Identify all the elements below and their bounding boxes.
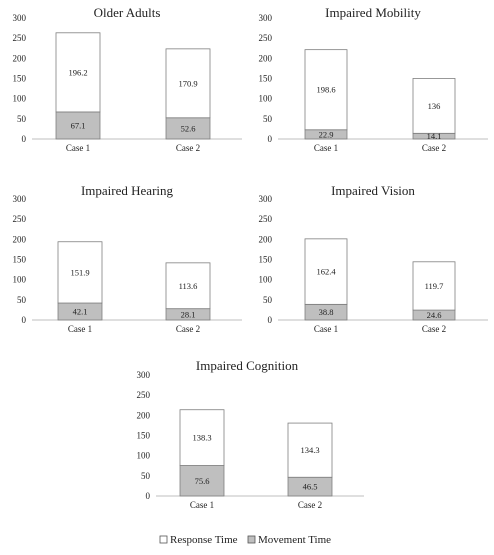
data-label-movement: 38.8 — [319, 307, 334, 317]
y-tick-label: 0 — [22, 134, 27, 144]
y-tick-label: 100 — [137, 451, 151, 461]
bar-response-time — [304, 238, 348, 305]
bar-response-time — [165, 262, 211, 310]
data-label-response: 134.3 — [300, 445, 319, 455]
y-tick-label: 200 — [13, 53, 27, 63]
chart-title: Impaired Vision — [331, 183, 415, 198]
y-tick-label: 300 — [259, 194, 273, 204]
chart-title: Older Adults — [94, 5, 161, 20]
y-tick-label: 100 — [259, 94, 273, 104]
legend-swatch-response — [159, 535, 168, 544]
y-tick-label: 100 — [13, 94, 27, 104]
y-tick-label: 50 — [263, 114, 273, 124]
y-tick-label: 50 — [17, 114, 27, 124]
x-category-label: Case 1 — [66, 143, 90, 153]
x-category-label: Case 1 — [314, 143, 338, 153]
bar-response-time — [412, 261, 456, 311]
data-label-movement: 75.6 — [195, 476, 210, 486]
x-category-label: Case 1 — [314, 324, 338, 334]
data-label-movement: 22.9 — [319, 129, 334, 139]
y-tick-label: 200 — [137, 410, 151, 420]
x-category-label: Case 2 — [176, 143, 200, 153]
y-tick-label: 0 — [146, 491, 151, 501]
y-tick-label: 300 — [137, 370, 151, 380]
y-tick-label: 250 — [137, 390, 151, 400]
legend-label-movement: Movement Time — [258, 534, 331, 546]
y-tick-label: 300 — [259, 13, 273, 23]
x-category-label: Case 2 — [422, 324, 446, 334]
y-tick-label: 150 — [137, 431, 151, 441]
chart-title: Impaired Hearing — [81, 183, 174, 198]
data-label-response: 138.3 — [192, 433, 211, 443]
y-tick-label: 300 — [13, 194, 27, 204]
data-label-response: 162.4 — [316, 267, 336, 277]
legend-swatch-movement — [247, 535, 256, 544]
data-label-movement: 67.1 — [71, 120, 86, 130]
y-tick-label: 0 — [22, 315, 27, 325]
y-tick-label: 200 — [13, 234, 27, 244]
y-tick-label: 50 — [17, 295, 27, 305]
y-tick-label: 200 — [259, 234, 273, 244]
y-tick-label: 50 — [263, 295, 273, 305]
data-label-response: 198.6 — [316, 85, 335, 95]
y-tick-label: 250 — [259, 214, 273, 224]
y-tick-label: 150 — [13, 255, 27, 265]
x-category-label: Case 2 — [176, 324, 200, 334]
y-tick-label: 250 — [259, 33, 273, 43]
bar-response-time — [287, 422, 333, 478]
data-label-response: 170.9 — [178, 78, 197, 88]
data-label-movement: 14.1 — [427, 131, 442, 141]
y-tick-label: 250 — [13, 214, 27, 224]
data-label-response: 119.7 — [425, 281, 444, 291]
data-label-movement: 42.1 — [73, 307, 88, 317]
y-tick-label: 100 — [13, 275, 27, 285]
bar-response-time — [165, 48, 211, 119]
y-tick-label: 150 — [259, 74, 273, 84]
bar-response-time — [55, 32, 101, 113]
y-tick-label: 100 — [259, 275, 273, 285]
data-label-movement: 28.1 — [181, 309, 196, 319]
y-tick-label: 0 — [268, 134, 273, 144]
data-label-response: 136 — [428, 101, 441, 111]
x-category-label: Case 1 — [68, 324, 92, 334]
bar-response-time — [412, 78, 456, 134]
y-tick-label: 150 — [259, 255, 273, 265]
y-tick-label: 250 — [13, 33, 27, 43]
chart-title: Impaired Cognition — [196, 358, 299, 373]
bar-response-time — [57, 241, 103, 304]
data-label-response: 113.6 — [179, 281, 198, 291]
data-label-movement: 24.6 — [427, 310, 442, 320]
data-label-response: 196.2 — [68, 67, 87, 77]
y-tick-label: 300 — [13, 13, 27, 23]
y-tick-label: 150 — [13, 74, 27, 84]
x-category-label: Case 1 — [190, 500, 214, 510]
x-category-label: Case 2 — [422, 143, 446, 153]
bar-movement-time — [179, 465, 225, 497]
data-label-movement: 52.6 — [181, 123, 196, 133]
y-tick-label: 50 — [141, 471, 151, 481]
legend-label-response: Response Time — [170, 534, 238, 546]
x-category-label: Case 2 — [298, 500, 322, 510]
data-label-response: 151.9 — [70, 267, 89, 277]
bar-movement-time — [55, 111, 101, 140]
y-tick-label: 0 — [268, 315, 273, 325]
data-label-movement: 46.5 — [303, 482, 318, 492]
y-tick-label: 200 — [259, 53, 273, 63]
bar-response-time — [179, 409, 225, 466]
bar-response-time — [304, 49, 348, 131]
chart-title: Impaired Mobility — [325, 5, 421, 20]
